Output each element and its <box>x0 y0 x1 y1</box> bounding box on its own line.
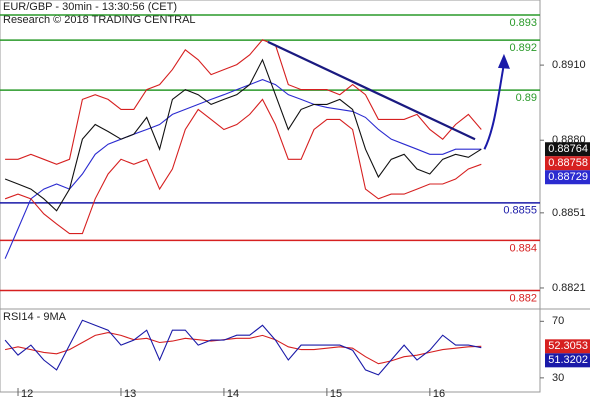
level-label: 0.882 <box>509 292 537 304</box>
level-label: 0.89 <box>516 92 537 104</box>
series-line <box>4 319 482 376</box>
level-label: 0.892 <box>509 42 537 54</box>
level-label: 0.893 <box>509 17 537 29</box>
y-tick-label: 30 <box>552 372 564 384</box>
price-tag <box>545 339 590 354</box>
series-line <box>4 79 482 259</box>
price-tag <box>545 170 590 185</box>
price-tag <box>545 156 590 171</box>
series-line <box>5 39 482 165</box>
y-tick-label: 0.8851 <box>552 207 586 219</box>
series-line <box>4 58 482 212</box>
indicator-title: RSI14 - 9MA <box>3 311 67 323</box>
x-tick-label: 12 <box>21 388 33 400</box>
price-tag-label: 51.3202 <box>548 354 588 366</box>
y-tick-label: 0.8910 <box>552 59 586 71</box>
chart-title: EUR/GBP - 30min - 13:30:56 (CET) <box>3 1 177 13</box>
x-tick-label: 15 <box>330 388 342 400</box>
price-tag-label: 0.88758 <box>548 157 588 169</box>
series-line <box>4 332 482 365</box>
chart-subtitle: Research © 2018 TRADING CENTRAL <box>3 14 196 26</box>
x-tick-label: 14 <box>227 388 239 400</box>
forecast-arrow <box>483 63 505 150</box>
plot-frame <box>0 0 541 393</box>
level-label: 0.8855 <box>503 205 537 217</box>
price-tag-label: 52.3053 <box>548 340 588 352</box>
price-tag <box>545 142 590 157</box>
arrow-head <box>497 53 510 69</box>
level-label: 0.884 <box>509 242 537 254</box>
series-line <box>4 98 482 235</box>
y-tick-label: 70 <box>552 315 564 327</box>
x-tick-label: 16 <box>433 388 445 400</box>
trend-line <box>267 40 476 141</box>
y-tick-label: 0.8821 <box>552 282 586 294</box>
price-tag-label: 0.88729 <box>548 171 588 183</box>
x-tick-label: 13 <box>124 388 136 400</box>
price-tag <box>545 353 590 368</box>
price-tag-label: 0.88764 <box>548 143 588 155</box>
